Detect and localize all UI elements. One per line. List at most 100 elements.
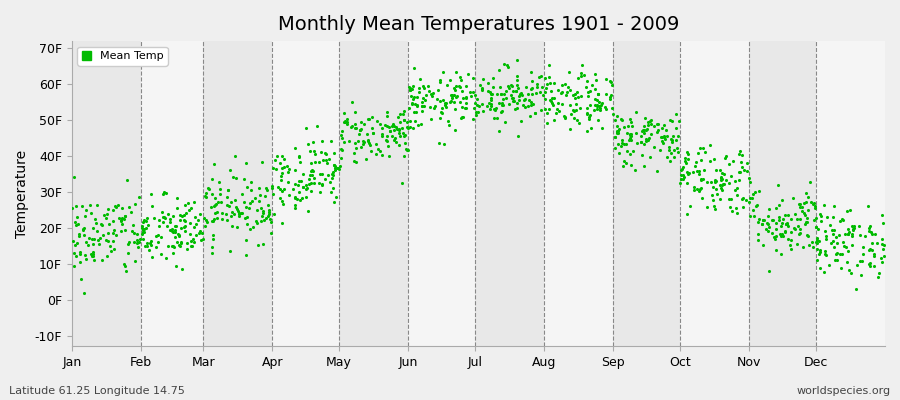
Point — [492, 99, 507, 106]
Point — [417, 95, 431, 101]
Point — [784, 245, 798, 252]
Point — [669, 110, 683, 117]
Point — [493, 91, 508, 98]
Point — [303, 172, 318, 178]
Point — [644, 131, 658, 137]
Point — [77, 290, 92, 296]
Point — [707, 178, 722, 185]
Point — [876, 220, 890, 226]
Point — [311, 159, 326, 166]
Point — [273, 160, 287, 166]
Point — [798, 190, 813, 196]
Point — [571, 94, 585, 100]
Point — [623, 151, 637, 157]
Point — [825, 231, 840, 238]
Point — [243, 187, 257, 194]
Point — [189, 231, 203, 238]
Point — [96, 232, 111, 239]
Point — [281, 179, 295, 185]
Point — [486, 84, 500, 90]
Point — [191, 216, 205, 223]
Point — [494, 90, 508, 97]
Point — [598, 76, 613, 82]
Point — [573, 72, 588, 79]
Point — [514, 118, 528, 124]
Point — [345, 99, 359, 105]
Point — [86, 241, 100, 247]
Point — [755, 216, 770, 223]
Point — [842, 228, 857, 235]
Point — [480, 103, 494, 110]
Point — [591, 91, 606, 98]
Point — [563, 126, 578, 132]
Point — [170, 230, 184, 237]
Point — [876, 246, 890, 253]
Point — [824, 240, 839, 246]
Point — [470, 102, 484, 108]
Point — [177, 228, 192, 234]
Point — [446, 92, 461, 98]
Point — [169, 223, 184, 230]
Point — [210, 215, 224, 221]
Point — [546, 102, 561, 108]
Point — [356, 138, 371, 144]
Point — [465, 116, 480, 122]
Point — [721, 196, 735, 202]
Point — [397, 153, 411, 159]
Point — [323, 178, 338, 185]
Point — [845, 226, 859, 232]
Point — [442, 121, 456, 128]
Point — [420, 83, 435, 89]
Point — [113, 217, 128, 223]
Point — [142, 240, 157, 246]
Point — [112, 215, 126, 221]
Point — [832, 251, 847, 257]
Point — [525, 91, 539, 98]
Point — [588, 101, 602, 108]
Point — [106, 207, 121, 213]
Point — [199, 217, 213, 223]
Point — [347, 158, 362, 164]
Point — [582, 102, 597, 108]
Point — [100, 211, 114, 217]
Point — [504, 92, 518, 98]
Point — [706, 184, 720, 191]
Point — [103, 242, 117, 249]
Point — [580, 89, 595, 95]
Point — [137, 229, 151, 236]
Point — [314, 170, 328, 177]
Point — [587, 107, 601, 114]
Point — [252, 198, 266, 204]
Point — [177, 224, 192, 230]
Point — [404, 93, 419, 99]
Point — [170, 194, 184, 201]
Point — [509, 100, 524, 106]
Point — [240, 221, 255, 228]
Point — [521, 90, 535, 97]
Point — [188, 221, 202, 228]
Point — [134, 231, 148, 238]
Point — [418, 96, 432, 103]
Point — [608, 134, 622, 140]
Point — [459, 100, 473, 107]
Point — [331, 165, 346, 172]
Point — [140, 214, 154, 221]
Point — [732, 177, 746, 183]
Point — [493, 84, 508, 90]
Point — [490, 90, 504, 97]
Point — [400, 123, 414, 130]
Point — [120, 176, 134, 183]
Point — [584, 82, 598, 88]
Point — [797, 200, 812, 206]
Point — [387, 137, 401, 144]
Point — [69, 222, 84, 229]
Point — [238, 215, 252, 221]
Point — [814, 218, 828, 225]
Point — [791, 223, 806, 229]
Point — [224, 213, 238, 220]
Point — [68, 219, 82, 226]
Point — [862, 260, 877, 267]
Point — [603, 94, 617, 100]
Point — [708, 186, 723, 192]
Point — [205, 249, 220, 256]
